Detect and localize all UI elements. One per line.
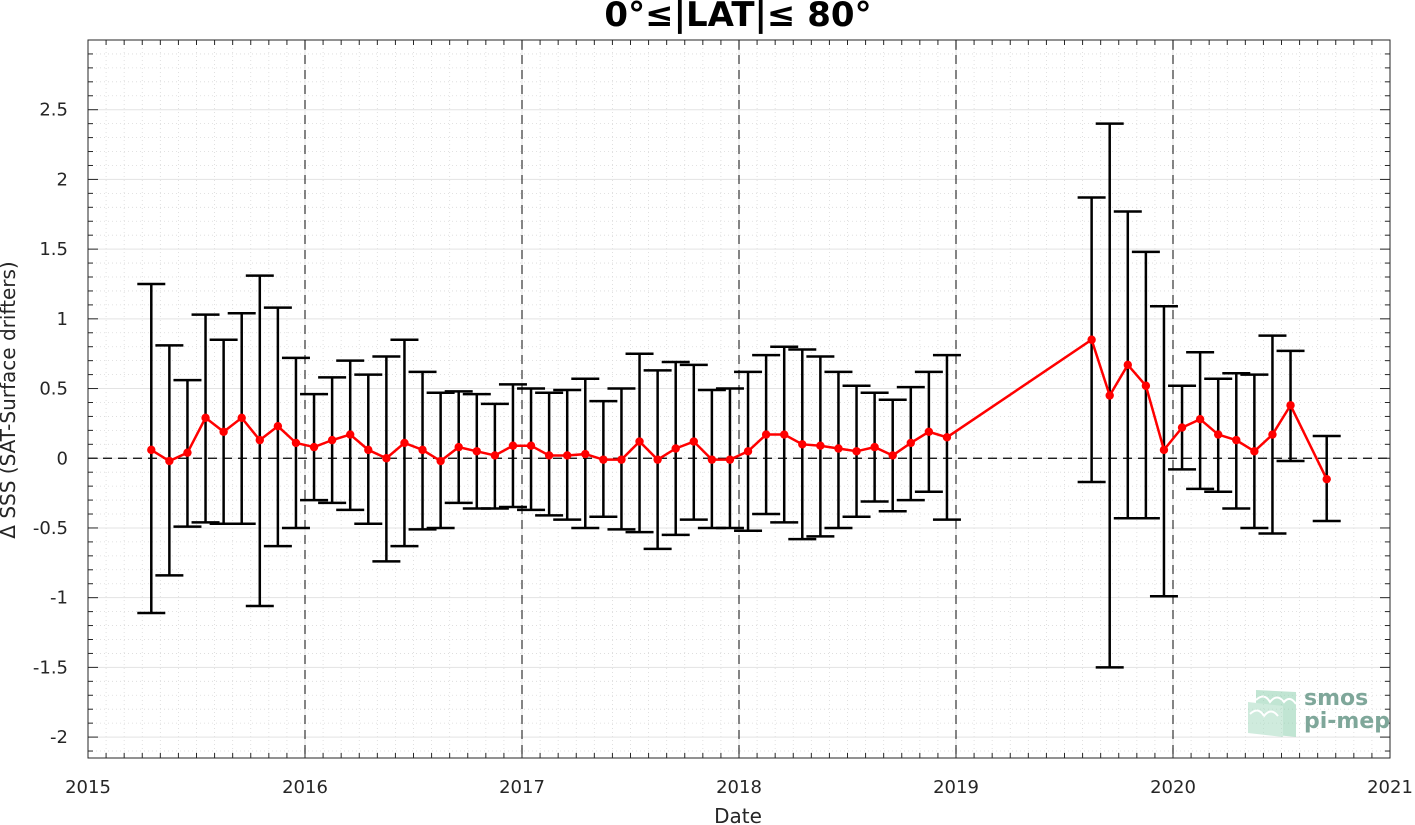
data-point [780, 430, 789, 439]
data-point [671, 444, 680, 453]
y-tick-label: 1.5 [39, 239, 68, 260]
data-point [508, 441, 518, 450]
data-point [653, 455, 662, 464]
chart-title: 0°≤|LAT|≤ 80° [604, 0, 871, 35]
x-tick-label: 2020 [1150, 777, 1196, 798]
x-tick-label: 2016 [282, 777, 328, 798]
data-point [364, 445, 373, 455]
y-tick-label: 0 [57, 448, 68, 469]
data-point [1087, 335, 1096, 344]
y-tick-label: 2 [57, 169, 68, 190]
x-axis-label: Date [714, 804, 762, 825]
data-point [743, 447, 753, 456]
y-tick-label: 1 [57, 309, 68, 330]
data-point [852, 447, 861, 456]
data-point [436, 456, 445, 466]
data-point [870, 442, 879, 452]
x-tick-label: 2017 [499, 777, 545, 798]
data-point [291, 438, 301, 448]
data-point [346, 430, 355, 439]
data-point [1123, 360, 1132, 370]
data-point [888, 451, 897, 460]
data-point [816, 441, 825, 450]
logo-icon [1248, 690, 1297, 737]
y-tick-label: 2.5 [39, 100, 68, 121]
data-point [454, 442, 463, 452]
data-point [581, 449, 590, 459]
data-point [635, 437, 644, 446]
data-point [165, 456, 174, 466]
data-point [273, 421, 283, 431]
smos-pi-mep-logo: smos pi-mep [1248, 686, 1390, 737]
data-point [1141, 381, 1151, 390]
data-point [255, 435, 264, 445]
data-point [924, 427, 934, 436]
series-markers [147, 335, 1331, 484]
data-point [201, 413, 210, 423]
series-line [150, 337, 1328, 480]
data-point [563, 451, 572, 460]
data-point [1214, 430, 1223, 439]
x-tick-label: 2015 [65, 777, 111, 798]
y-tick-labels: -2 -1.5 -1 -0.5 0 0.5 1 1.5 2 2.5 [33, 100, 68, 748]
data-point [761, 430, 771, 439]
x-tick-label: 2019 [933, 777, 979, 798]
data-point [1105, 391, 1114, 400]
data-point [689, 437, 698, 446]
data-point [707, 455, 717, 464]
data-point [1232, 435, 1241, 445]
x-tick-labels: 2015 2016 2017 2018 2019 2020 2021 [65, 777, 1413, 798]
data-point [544, 451, 554, 460]
data-point [617, 455, 626, 464]
data-point [490, 451, 500, 460]
data-point [183, 448, 192, 457]
data-point [219, 427, 228, 436]
y-axis-label: Δ SSS (SAT-Surface drifters) [0, 261, 20, 538]
axis-ticks [87, 39, 1391, 758]
logo-text-smos: smos [1304, 686, 1368, 711]
data-point [834, 444, 843, 453]
data-point [327, 435, 337, 445]
data-point [599, 455, 608, 464]
data-point [237, 413, 246, 423]
logo-text-pi-mep: pi-mep [1304, 709, 1390, 734]
data-point [725, 455, 735, 464]
y-tick-label: 0.5 [39, 379, 68, 400]
y-tick-label: -1 [50, 588, 68, 609]
data-point [1195, 415, 1205, 424]
y-tick-label: -0.5 [33, 518, 68, 539]
data-point [147, 445, 156, 455]
x-tick-label: 2018 [716, 777, 762, 798]
y-tick-label: -2 [50, 727, 68, 748]
data-point [798, 440, 807, 449]
data-point [1286, 401, 1295, 410]
data-point [1159, 445, 1169, 455]
data-point [472, 447, 481, 456]
data-point [906, 438, 915, 448]
data-point [1250, 447, 1259, 456]
data-point [1322, 474, 1331, 484]
data-point [382, 454, 391, 463]
data-point [1268, 430, 1277, 439]
y-tick-label: -1.5 [33, 657, 68, 678]
x-tick-label: 2021 [1367, 777, 1413, 798]
data-point [942, 433, 952, 442]
data-point [309, 442, 319, 452]
data-point [526, 441, 536, 450]
data-point [400, 438, 409, 448]
data-point [1177, 423, 1187, 432]
data-point [418, 445, 427, 455]
